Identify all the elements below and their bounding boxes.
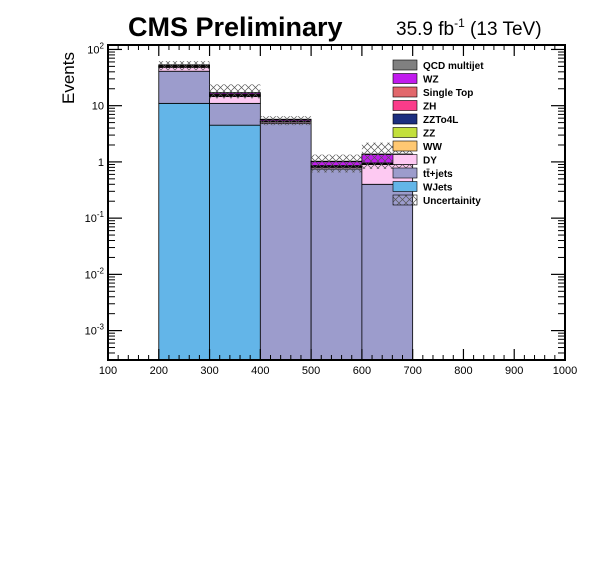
legend-swatch-dy: [392, 154, 418, 165]
legend-label-wz: WZ: [423, 75, 439, 86]
x-tick-label: 100: [99, 365, 117, 377]
legend-swatch-uncertainity: [392, 194, 418, 206]
legend-swatch-wjets: [392, 181, 418, 192]
y-tick-label: 102: [87, 41, 104, 56]
legend-swatch-tt-jets: [392, 167, 418, 179]
legend-swatch-single-top: [392, 86, 418, 98]
axes: 100 200 300 400 500 600 700 800 900 1000 10-3 10-2 1…: [85, 41, 578, 377]
bar-tt-jets-bin-0: [158, 70, 210, 104]
x-tick-label: 700: [403, 365, 421, 377]
legend-swatch-zz: [392, 127, 418, 138]
x-tick-label: 400: [251, 365, 269, 377]
luminosity-exponent: -1: [454, 16, 465, 30]
luminosity-value: 35.9 fb: [396, 19, 454, 40]
y-tick-label: 10-3: [85, 323, 105, 338]
uncertainty-bin-2: [260, 116, 312, 126]
legend-swatch-ww: [392, 140, 418, 152]
legend-label-zzto4l: ZZTo4L: [423, 115, 458, 126]
y-axis-label: Events: [59, 52, 78, 104]
legend-label-zh: ZH: [423, 102, 436, 113]
chart-title: CMS Preliminary: [128, 12, 343, 42]
y-tick-label: 10: [92, 101, 104, 113]
legend-label-wjets: WJets: [423, 183, 453, 194]
uncertainty-bin-0: [158, 61, 210, 71]
bar-tt-jets-bin-3: [310, 168, 363, 361]
x-tick-label: 900: [505, 365, 523, 377]
x-tick-label: 800: [454, 365, 472, 377]
y-tick-label: 10-2: [85, 266, 105, 281]
energy-label: (13 TeV): [465, 19, 542, 40]
uncertainty-bin-3: [311, 154, 362, 173]
legend-label-zz: ZZ: [423, 129, 435, 140]
legend-label-single-top: Single Top: [423, 88, 473, 99]
luminosity-label: 35.9 fb-1 (13 TeV): [396, 16, 542, 40]
legend: QCD multijet WZ Single Top ZH ZZTo4L ZZ WW DYtt…: [392, 59, 484, 207]
x-tick-label: 300: [200, 365, 218, 377]
x-tick-label: 200: [150, 365, 168, 377]
legend-label-qcd-multijet: QCD multijet: [423, 61, 484, 72]
x-tick-label: 1000: [553, 365, 577, 377]
uncertainty-bin-1: [209, 84, 261, 99]
legend-swatch-qcd-multijet: [392, 59, 418, 71]
bar-tt-jets-bin-1: [209, 102, 261, 126]
legend-label-ww: WW: [423, 142, 442, 153]
legend-label-uncertainity: Uncertainity: [423, 196, 481, 207]
legend-label-dy: DY: [423, 156, 437, 167]
legend-label-tt-jets: tt̄+jets: [423, 168, 453, 180]
bar-wjets-bin-0: [158, 102, 210, 361]
bar-tt-jets-bin-4: [361, 183, 414, 361]
y-tick-label: 1: [98, 157, 104, 169]
legend-swatch-zzto4l: [392, 113, 418, 125]
bar-wjets-bin-1: [209, 124, 261, 361]
stacked-bars: [158, 64, 414, 361]
bar-tt-jets-bin-2: [259, 123, 312, 361]
legend-swatch-zh: [392, 100, 418, 111]
x-tick-label: 600: [353, 365, 371, 377]
legend-swatch-wz: [392, 73, 418, 84]
x-tick-label: 500: [302, 365, 320, 377]
plot-frame: [107, 44, 566, 361]
y-tick-label: 10-1: [85, 210, 105, 225]
